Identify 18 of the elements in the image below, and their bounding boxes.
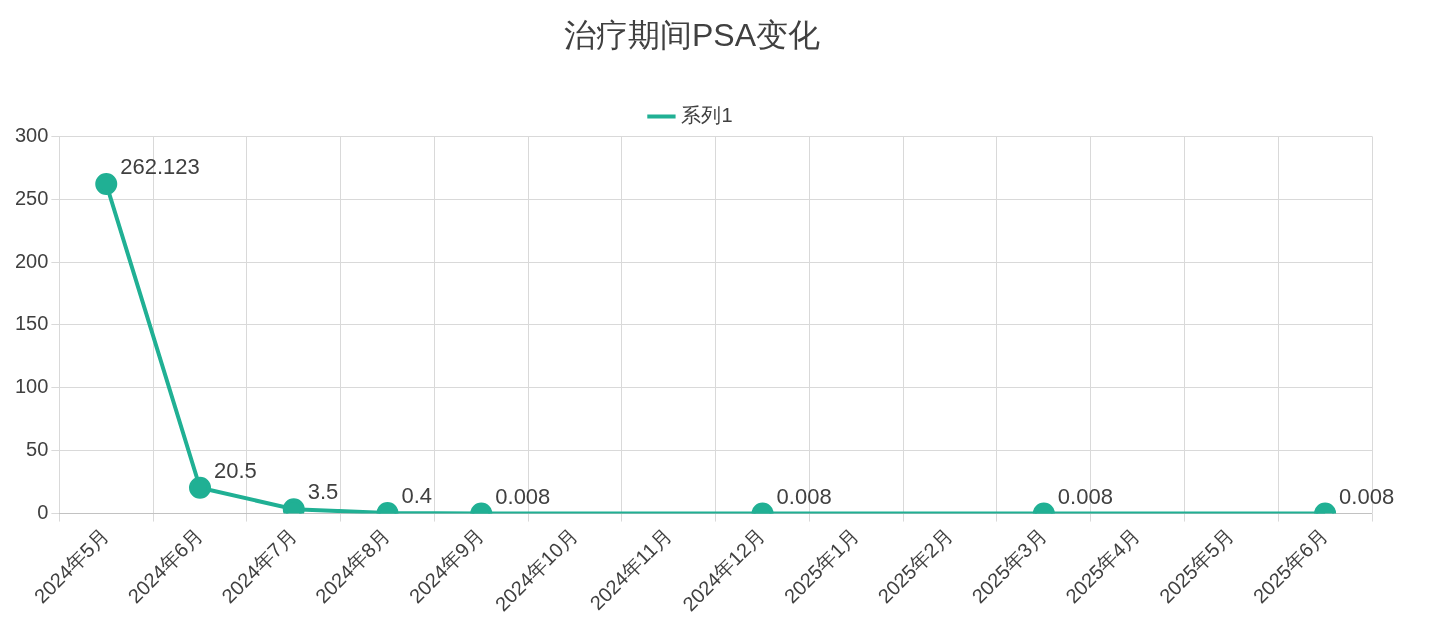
data-label: 0.4 xyxy=(401,483,433,509)
y-tick-label: 250 xyxy=(14,186,49,209)
chart-title: 治疗期间PSA变化 xyxy=(563,17,821,54)
y-tick-label: 100 xyxy=(14,375,49,398)
data-label: 20.5 xyxy=(214,457,257,483)
y-tick-label: 200 xyxy=(14,249,49,272)
data-label: 0.008 xyxy=(1339,483,1395,509)
y-tick-label: 0 xyxy=(37,501,49,524)
data-label: 0.008 xyxy=(1057,483,1113,509)
point xyxy=(95,173,118,196)
y-tick-label: 150 xyxy=(14,312,49,335)
y-tick-label: 50 xyxy=(26,438,49,461)
data-label: 3.5 xyxy=(307,479,339,505)
y-tick-label: 300 xyxy=(14,123,49,146)
data-label: 262.123 xyxy=(120,154,200,180)
data-label: 0.008 xyxy=(776,483,832,509)
data-label: 0.008 xyxy=(495,483,551,509)
legend-label: 系列1 xyxy=(681,103,733,126)
